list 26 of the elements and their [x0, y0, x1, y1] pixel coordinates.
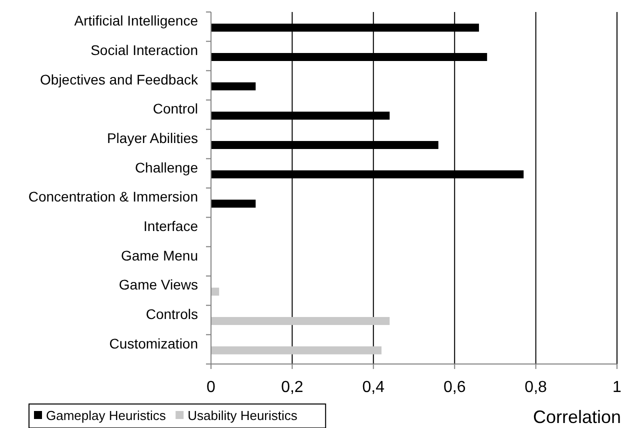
- legend-label: Usability Heuristics: [188, 408, 298, 423]
- x-tick-label: 1: [612, 379, 622, 396]
- y-tick-label: Social Interaction: [90, 42, 198, 58]
- bar: [211, 288, 220, 296]
- x-tick-label: 0,4: [362, 379, 385, 396]
- bar: [211, 200, 256, 208]
- x-tick-label: 0: [206, 379, 216, 396]
- y-tick-label: Controls: [146, 306, 198, 322]
- y-tick-label: Objectives and Feedback: [40, 71, 199, 88]
- y-tick-label: Player Abilities: [106, 130, 198, 146]
- bar: [211, 346, 382, 354]
- y-tick-label: Game Views: [118, 276, 198, 293]
- x-tick-label: 0,2: [281, 379, 304, 396]
- y-tick-label: Interface: [144, 218, 198, 234]
- x-axis-title: Correlation: [532, 407, 621, 427]
- bar: [211, 82, 256, 90]
- legend-label: Gameplay Heuristics: [46, 408, 166, 423]
- y-tick-label: Challenge: [134, 159, 198, 176]
- y-tick-label: Game Menu: [120, 247, 198, 264]
- y-tick-label: Customization: [109, 335, 198, 352]
- bar: [211, 317, 390, 325]
- y-tick-label: Concentration & Immersion: [28, 188, 198, 205]
- y-tick-label: Control: [152, 100, 198, 117]
- x-tick-label: 0,8: [524, 379, 548, 396]
- x-tick-label: 0,6: [443, 379, 466, 396]
- y-tick-label: Artificial Intelligence: [74, 12, 198, 29]
